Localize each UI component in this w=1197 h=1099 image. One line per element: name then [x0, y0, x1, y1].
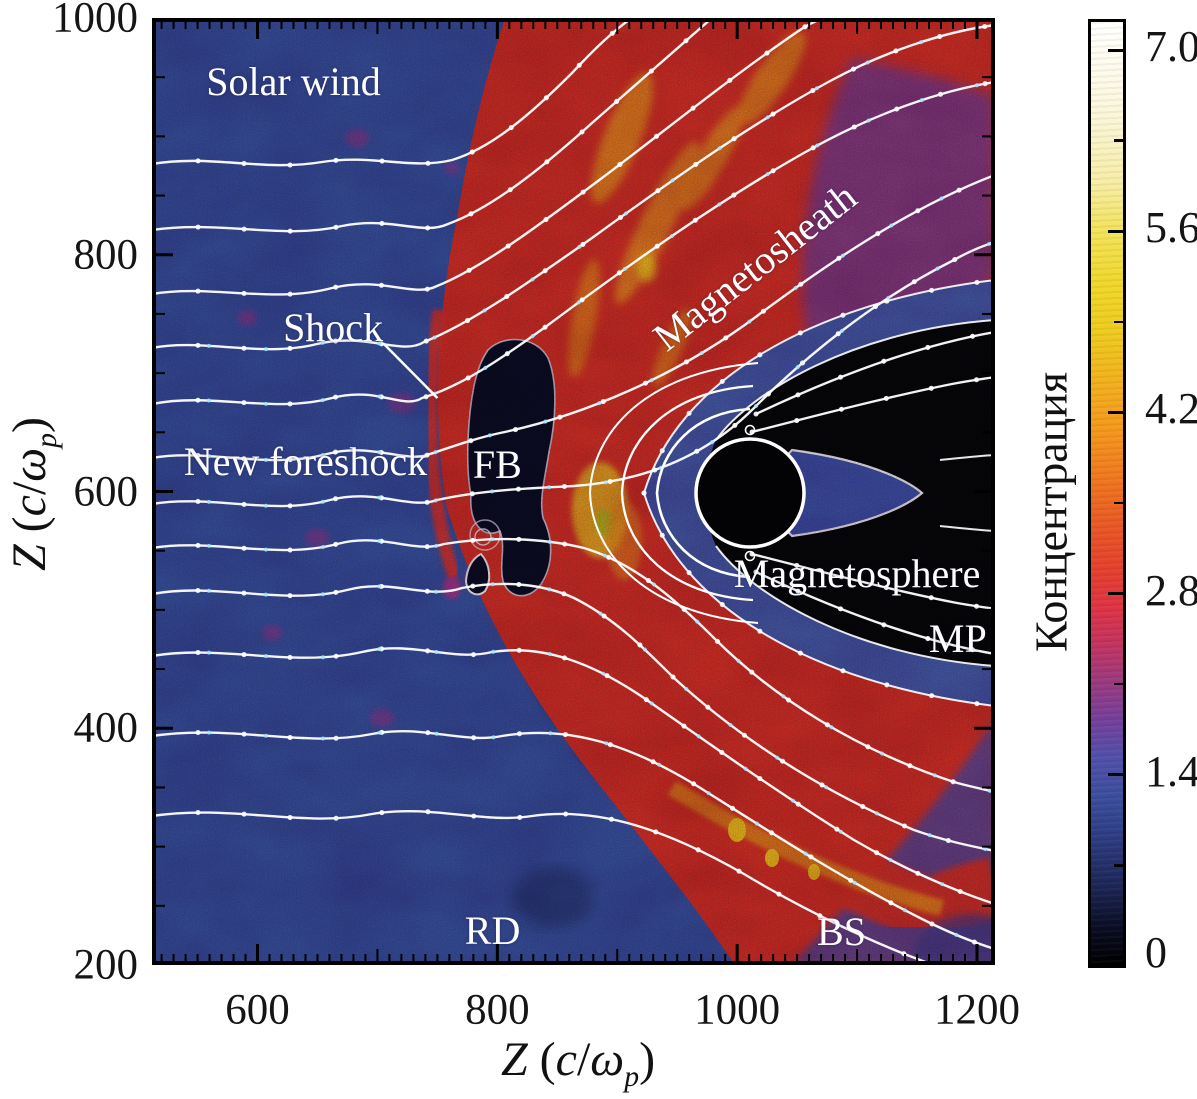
- colorbar-title: Концентрация: [1025, 371, 1077, 653]
- colorbar-tick: [1108, 954, 1123, 958]
- x-tick-label: 600: [225, 986, 290, 1034]
- axis-title-part: Z: [500, 1033, 528, 1087]
- axis-title-part: p: [29, 432, 63, 448]
- plot-frame: [152, 18, 995, 965]
- colorbar-minor-tick: [1114, 320, 1123, 324]
- magnetopause-loops: [588, 362, 759, 624]
- dipole-loop-inner: [655, 407, 751, 579]
- colorbar-tick: [1108, 229, 1123, 233]
- colorbar-tick: [1108, 773, 1123, 777]
- cusp-south: [744, 550, 756, 562]
- colorbar-tick: [1108, 410, 1123, 414]
- colorbar: [1088, 19, 1126, 968]
- planet-obstacle: [694, 437, 806, 549]
- colorbar-tick: [1108, 592, 1123, 596]
- y-axis-title: Z (c/ωp): [2, 417, 64, 571]
- y-tick-label: 800: [73, 231, 139, 279]
- x-axis-title: Z (c/ωp): [501, 1032, 655, 1094]
- colorbar-tick-label: 5.6: [1145, 203, 1197, 253]
- shock-leader-line: [382, 342, 439, 399]
- x-tick-label: 1200: [934, 986, 1020, 1034]
- annotation-lines: [382, 342, 439, 399]
- axis-title-part: (: [527, 1033, 556, 1087]
- dipole-loop-outer: [588, 362, 759, 624]
- heatmap-canvas: [152, 18, 995, 965]
- axis-title-part: /: [3, 481, 57, 496]
- colorbar-minor-tick: [1114, 864, 1123, 867]
- axis-title-part: c: [3, 495, 57, 517]
- x-tick-label: 1000: [694, 986, 781, 1034]
- dipole-loop-mid: [620, 384, 754, 602]
- colorbar-minor-tick: [1114, 139, 1123, 142]
- axis-title-part: (: [3, 516, 57, 545]
- axis-title-part: /: [576, 1033, 591, 1087]
- axis-ticks: [156, 22, 991, 961]
- cusp-north: [744, 424, 756, 436]
- y-tick-label: 200: [73, 941, 139, 989]
- colorbar-minor-tick: [1114, 501, 1123, 505]
- grain-texture: [152, 18, 995, 965]
- axis-title-part: ω: [590, 1033, 625, 1087]
- colorbar-tick-label: 1.4: [1145, 746, 1197, 796]
- y-tick-label: 400: [73, 704, 139, 752]
- y-tick-label: 1000: [52, 0, 138, 42]
- colorbar-tick-label: 0: [1145, 928, 1167, 977]
- colorbar-minor-tick: [1114, 682, 1123, 686]
- colorbar-tick: [1108, 48, 1123, 52]
- axis-title-part: Z: [3, 544, 57, 572]
- plot-area: Solar wind Shock New foreshock FB Magnetoshe…: [152, 18, 995, 965]
- axis-title-part: ω: [3, 447, 57, 482]
- y-tick-label: 600: [73, 468, 139, 515]
- colorbar-tick-label: 7.0: [1145, 22, 1197, 71]
- axis-title-part: p: [624, 1059, 640, 1093]
- axis-title-part: ): [639, 1033, 656, 1087]
- axis-title-part: ): [3, 416, 57, 433]
- x-tick-label: 800: [465, 986, 530, 1034]
- colorbar-tick-label: 4.2: [1145, 384, 1197, 434]
- axis-title-part: c: [555, 1033, 577, 1087]
- colorbar-tick-label: 2.8: [1145, 565, 1197, 615]
